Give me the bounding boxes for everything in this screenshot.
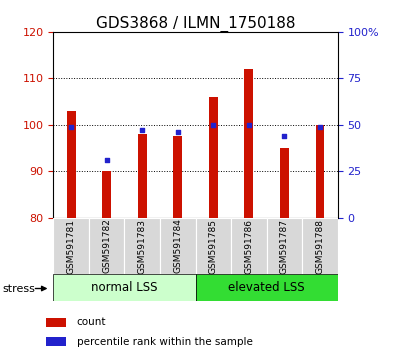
Bar bbox=[231, 218, 267, 274]
Text: percentile rank within the sample: percentile rank within the sample bbox=[77, 337, 253, 347]
Point bbox=[210, 122, 216, 128]
Point bbox=[103, 157, 110, 163]
Text: GSM591788: GSM591788 bbox=[316, 218, 324, 274]
Text: GSM591785: GSM591785 bbox=[209, 218, 218, 274]
Bar bbox=[102, 171, 111, 218]
Title: GDS3868 / ILMN_1750188: GDS3868 / ILMN_1750188 bbox=[96, 16, 295, 32]
Bar bbox=[160, 218, 196, 274]
Bar bbox=[138, 134, 147, 218]
Bar bbox=[302, 218, 338, 274]
Bar bbox=[209, 97, 218, 218]
Bar bbox=[45, 318, 66, 327]
Point bbox=[246, 122, 252, 128]
Point bbox=[281, 133, 288, 139]
Bar bbox=[280, 148, 289, 218]
Point bbox=[68, 124, 74, 130]
Text: stress: stress bbox=[2, 284, 35, 293]
Text: count: count bbox=[77, 318, 106, 327]
Bar bbox=[89, 218, 124, 274]
Bar bbox=[45, 337, 66, 346]
Bar bbox=[53, 218, 89, 274]
Text: GSM591781: GSM591781 bbox=[67, 218, 75, 274]
Bar bbox=[196, 218, 231, 274]
Text: GSM591786: GSM591786 bbox=[245, 218, 253, 274]
Bar bbox=[124, 218, 160, 274]
Point bbox=[175, 129, 181, 135]
Point bbox=[317, 124, 323, 130]
Bar bbox=[316, 125, 324, 218]
Bar bbox=[173, 136, 182, 218]
Text: GSM591783: GSM591783 bbox=[138, 218, 147, 274]
Text: GSM591787: GSM591787 bbox=[280, 218, 289, 274]
Text: GSM591782: GSM591782 bbox=[102, 218, 111, 274]
Text: normal LSS: normal LSS bbox=[91, 281, 158, 294]
Bar bbox=[245, 69, 253, 218]
Text: GSM591784: GSM591784 bbox=[173, 218, 182, 274]
Point bbox=[139, 127, 145, 133]
Text: elevated LSS: elevated LSS bbox=[228, 281, 305, 294]
Bar bbox=[196, 274, 338, 301]
Bar bbox=[53, 274, 196, 301]
Bar bbox=[267, 218, 302, 274]
Bar bbox=[67, 111, 75, 218]
